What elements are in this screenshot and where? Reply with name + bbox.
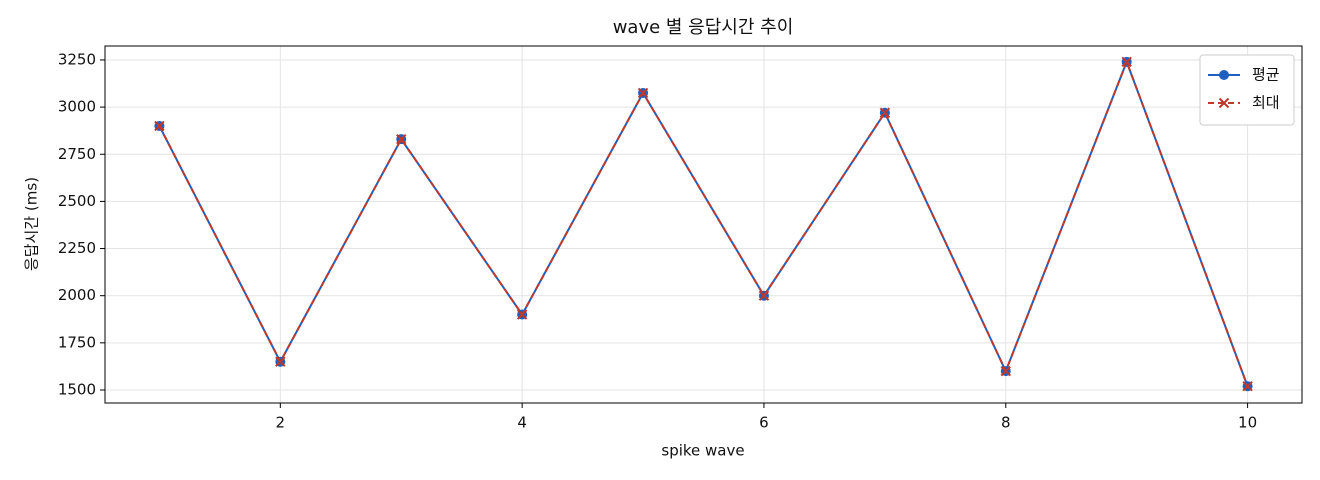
chart-title: wave 별 응답시간 추이 [613,17,794,38]
y-tick-label: 2500 [58,192,96,210]
marker [1121,56,1132,68]
legend-box [1199,54,1295,126]
marker [516,309,528,320]
x-tick-label: 10 [1238,414,1257,432]
x-tick-label: 4 [517,414,527,432]
legend-marker [1218,97,1230,109]
marker [879,107,891,118]
marker [1242,381,1253,392]
marker [396,133,407,145]
x-tick-label: 2 [276,414,286,432]
marker [154,120,165,132]
legend-label: 평균 [1252,66,1280,84]
marker [1000,365,1011,377]
plot-frame [104,45,1303,404]
series-line [158,59,1249,387]
marker [275,356,286,367]
y-axis-label: 응답시간 (ms) [23,177,41,271]
y-tick-label: 3000 [58,98,96,116]
y-tick-label: 3250 [58,50,96,68]
legend-marker [1219,70,1229,80]
legend-label: 최대 [1252,94,1280,112]
y-tick-label: 2750 [58,145,96,163]
x-axis-label: spike wave [661,442,744,460]
y-tick-label: 1500 [58,380,96,398]
marker [637,87,649,99]
y-tick-label: 2000 [58,286,96,304]
x-tick-label: 8 [1001,414,1011,432]
y-tick-label: 1750 [58,333,96,351]
y-tick-label: 2250 [58,239,96,257]
x-tick-label: 6 [759,414,769,432]
marker [758,290,770,301]
